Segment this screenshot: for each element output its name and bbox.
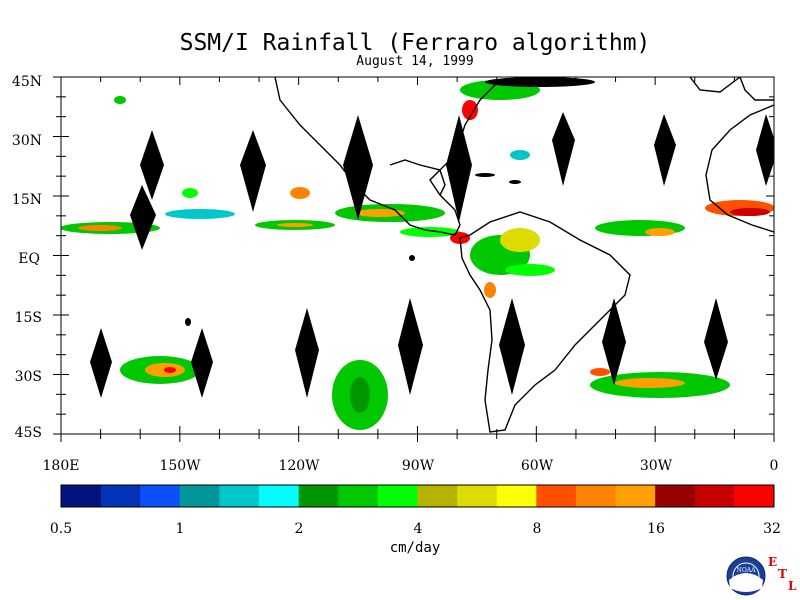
colorbar-segment [417,485,458,507]
colorbar-segment [496,485,537,507]
rain-patch-north-atlantic [460,77,595,160]
colorbar-tick-label: 2 [295,521,304,537]
swath-gap [602,298,626,385]
lat-label: 45N [12,74,42,90]
swath-gap [704,298,728,380]
colorbar-segment [694,485,735,507]
swath-gap [295,308,319,398]
colorbar-tick-labels: 0.5 1 2 4 8 16 32 [50,521,781,537]
rain-patch-south-atlantic [590,368,730,398]
lat-label: 45S [15,425,42,441]
colorbar-segment [338,485,379,507]
etl-logo: E T L [768,555,797,593]
lat-label: 30N [12,133,42,149]
colorbar-segment [377,485,418,507]
colorbar-segment [179,485,220,507]
rain-patch-south-america [470,228,555,298]
lon-label: 120W [278,458,320,474]
colorbar-segment [298,485,339,507]
lon-label: 30W [640,458,673,474]
lat-label: 30S [15,369,42,385]
colorbar-units-label: cm/day [389,540,441,556]
colorbar-tick-label: 16 [647,521,665,537]
colorbar-segment [575,485,617,507]
colorbar-segment [536,485,577,507]
etl-letter-t: T [778,567,787,581]
colorbar-segment [734,485,775,507]
etl-letter-l: L [788,579,797,593]
colorbar-tick-label: 8 [533,521,542,537]
colorbar-segment [259,485,300,507]
satellite-swath-gaps [90,112,774,398]
swath-gap [654,114,676,186]
swath-gap [90,328,112,398]
colorbar-segment [219,485,260,507]
swath-gap [191,328,213,398]
swath-gap [398,298,423,395]
colorbar-segment [457,485,498,507]
colorbar-tick-label: 4 [414,521,423,537]
swath-gap [240,130,266,212]
swath-gap [552,112,575,186]
colorbar-tick-label: 0.5 [50,521,72,537]
colorbar-tick-label: 32 [763,521,781,537]
lon-label: 60W [521,458,554,474]
coast-africa [705,104,774,233]
colorbar [60,484,775,508]
swath-gap [130,185,156,250]
rain-patch-atlantic-itcz [595,200,774,236]
swath-gap [499,298,525,395]
swath-gap [343,115,373,220]
swath-gap [446,115,472,222]
lon-label: 180E [43,458,80,474]
lon-label: 90W [402,458,435,474]
lat-label: 15S [15,310,42,326]
coast-greenland [689,77,741,93]
coast-europe [739,77,774,101]
lon-label: 150W [159,458,201,474]
colorbar-tick-label: 1 [176,521,185,537]
longitude-labels: 180E 150W 120W 90W 60W 30W 0 [43,458,779,474]
coast-florida-gulf [389,159,446,196]
rainfall-patches [61,77,774,430]
islands [185,173,521,326]
map-title: SSM/I Rainfall (Ferraro algorithm) [179,30,651,56]
noaa-logo-text: NOAA [737,567,757,574]
colorbar-segment [100,485,141,507]
lat-label: EQ [18,251,40,267]
latitude-labels: 45N 30N 15N EQ 15S 30S 45S [12,74,42,441]
colorbar-segment [61,485,102,507]
lat-label: 15N [12,192,42,208]
map-subtitle: August 14, 1999 [356,54,474,69]
swath-gap [756,114,774,186]
colorbar-segment [655,485,696,507]
etl-letter-e: E [768,555,777,569]
noaa-logo: NOAA [726,556,766,596]
lon-label: 0 [770,458,779,474]
coast-south-america [459,211,631,433]
colorbar-segment [140,485,181,507]
swath-gap [140,130,164,200]
rain-patch-south-pacific [120,356,388,430]
colorbar-segment [615,485,656,507]
map-ticks [53,76,775,442]
colorbar-frame [60,484,775,508]
rain-patch-east-pacific-itcz [335,204,470,244]
map-plot-area [61,77,774,433]
